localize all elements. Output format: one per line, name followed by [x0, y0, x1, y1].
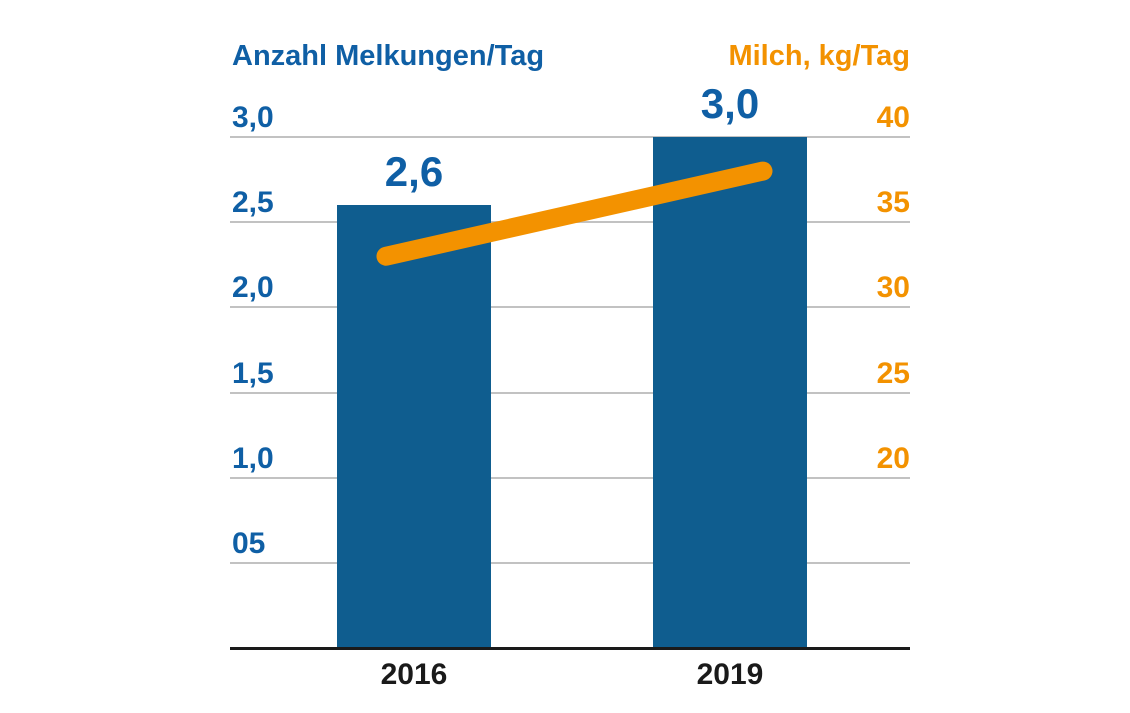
- right-axis-title: Milch, kg/Tag: [728, 40, 910, 72]
- gridline: [230, 561, 910, 564]
- gridline: [230, 221, 910, 224]
- left-axis-tick-label: 2,5: [232, 186, 274, 220]
- left-axis-title: Anzahl Melkungen/Tag: [232, 40, 545, 72]
- left-axis-tick-label: 1,5: [232, 356, 274, 390]
- gridline: [230, 476, 910, 479]
- bar-value-label: 2,6: [384, 148, 444, 196]
- x-axis-label: 2019: [696, 658, 764, 691]
- bar-2019: [653, 137, 807, 648]
- right-axis-tick-label: 20: [876, 441, 910, 475]
- gridline: [230, 306, 910, 309]
- right-axis-tick-label: 25: [876, 356, 910, 390]
- left-axis-tick-label: 1,0: [232, 441, 274, 475]
- gridline: [230, 391, 910, 394]
- bar-value-label: 3,0: [700, 80, 760, 127]
- x-axis-label: 2016: [380, 658, 448, 691]
- right-axis-tick-label: 30: [876, 271, 910, 305]
- right-axis-tick-label: 35: [876, 186, 910, 220]
- x-axis-line: [230, 647, 910, 650]
- left-axis-tick-label: 3,0: [232, 101, 274, 134]
- right-axis-tick-label: 40: [876, 101, 910, 134]
- gridline: [230, 136, 910, 138]
- left-axis-tick-label: 05: [232, 526, 266, 560]
- bar-2016: [337, 205, 491, 648]
- left-axis-tick-label: 2,0: [232, 271, 274, 305]
